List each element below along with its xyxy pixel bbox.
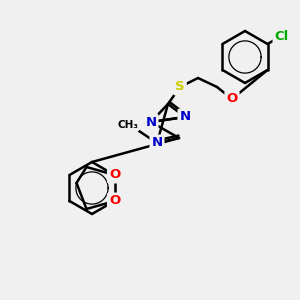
Text: N: N — [179, 110, 191, 124]
Text: S: S — [175, 80, 185, 94]
Text: N: N — [152, 136, 163, 149]
Text: N: N — [146, 116, 157, 128]
Text: CH₃: CH₃ — [117, 120, 138, 130]
Text: O: O — [109, 169, 120, 182]
Text: O: O — [109, 194, 120, 208]
Text: O: O — [226, 92, 238, 106]
Text: Cl: Cl — [274, 31, 289, 44]
